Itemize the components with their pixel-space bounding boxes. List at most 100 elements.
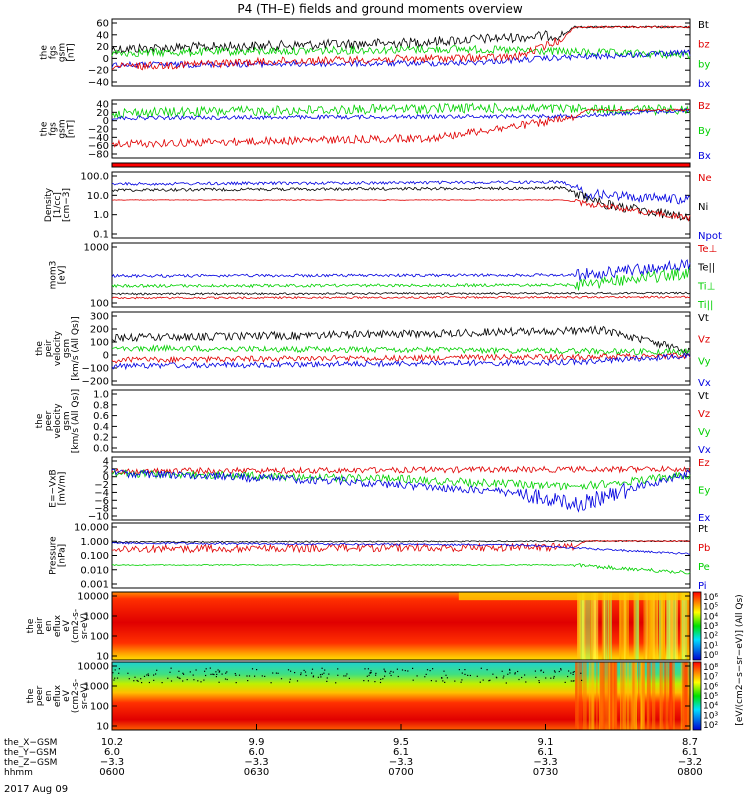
peer-spec-speckle	[272, 672, 274, 674]
peer-spec-speckle	[114, 677, 116, 679]
ytick-label: −2	[94, 480, 109, 491]
ytick-label: 100	[90, 338, 109, 349]
peir-spec-stripe	[607, 592, 609, 660]
peer-spec-speckle	[221, 673, 223, 675]
peer-spec-speckle	[210, 673, 212, 675]
mode-bar-frame	[111, 162, 691, 168]
ylabel-line: en	[44, 690, 54, 701]
ylabel-line: peir	[44, 339, 54, 357]
legend-te: Te⊥	[697, 244, 717, 255]
peer-spec-speckle	[479, 681, 481, 683]
peer-spec-speckle	[197, 680, 199, 682]
peer-spec-speckle	[345, 675, 347, 677]
peer-spec-speckle	[507, 673, 509, 675]
panel-mode-bar	[111, 162, 691, 168]
peir-spec-stripe	[610, 592, 612, 660]
legend-vx: Vx	[698, 378, 711, 389]
peer-spec-speckle	[153, 679, 155, 681]
trace-bz	[111, 25, 691, 71]
peer-spec-speckle	[183, 673, 185, 675]
ylabel-line: (cm2-s-	[71, 679, 81, 713]
peer-spec-speckle	[374, 681, 376, 683]
peir-spec-stripe	[585, 592, 591, 660]
ytick-label: 40	[96, 30, 109, 41]
legend-vy: Vy	[698, 427, 711, 438]
peer-spec-speckle	[348, 677, 350, 679]
ylabel-line: gsm	[62, 411, 72, 430]
peer-spec-speckle	[326, 680, 328, 682]
ytick-label: 100	[90, 632, 109, 643]
peer-spec-speckle	[215, 676, 217, 678]
peer-spec-speckle	[492, 673, 494, 675]
peer-spec-speckle	[407, 670, 409, 672]
peer-spec-speckle	[442, 680, 444, 682]
xtick-label: −3.2	[678, 757, 702, 768]
ylabel-line: (cm2-s-	[71, 609, 81, 643]
trace-bz2	[111, 108, 691, 149]
colorbar-tick: 10⁶	[703, 593, 718, 603]
peer-spec-speckle	[424, 676, 426, 678]
peer-spec-speckle	[215, 671, 217, 673]
peer-spec-speckle	[305, 674, 307, 677]
peer-spec-stripe	[610, 662, 615, 730]
trace-pb	[111, 540, 691, 554]
peer-spec-speckle	[572, 680, 574, 682]
peir-spec-stripe	[653, 592, 655, 660]
peer-spec-speckle	[312, 675, 315, 677]
peir-spec-stripe	[622, 592, 625, 660]
peer-spec-speckle	[277, 672, 279, 674]
peer-spec-stripe	[664, 662, 666, 730]
peer-spec-speckle	[346, 673, 348, 675]
peir-spec-stripe	[658, 592, 662, 660]
ytick-label: −4	[94, 488, 109, 499]
peer-spec-stripe	[651, 662, 656, 730]
ylabel-line: gsm	[58, 43, 68, 62]
ylabel-line: [nT]	[67, 120, 77, 138]
peer-spec-speckle	[205, 674, 207, 677]
ytick-label: 10.000	[74, 523, 109, 534]
peer-spec-speckle	[538, 680, 540, 682]
legend-pb: Pb	[698, 543, 710, 554]
peer-spec-stripe	[659, 662, 662, 730]
xtick-label: −3.3	[389, 757, 413, 768]
xtick-label: 0800	[677, 767, 702, 778]
ytick-label: −20	[88, 66, 109, 77]
peir-spec-stripe	[649, 592, 654, 660]
peer-spec-speckle	[148, 681, 150, 684]
peer-spec-speckle	[384, 671, 387, 673]
peer-spec-speckle	[443, 670, 445, 672]
fgs-dsl-ylabel: the fgs gsm [nT]	[40, 119, 77, 138]
peer-spec-speckle	[375, 674, 377, 676]
peir-spec-stripe	[666, 592, 671, 660]
peer-spec-speckle	[525, 681, 527, 683]
peer-spec-ylabel: the peer en eflux eV (cm2-s-sr-eV)	[26, 679, 90, 713]
peir-spec-band	[458, 592, 690, 601]
xtick-label: 6.0	[249, 747, 265, 758]
peer-spec-speckle	[446, 677, 448, 679]
peir-spec-stripe	[624, 592, 626, 660]
peer-spec-speckle	[412, 679, 414, 681]
peer-spec-speckle	[147, 674, 150, 677]
peer-spec-speckle	[113, 679, 115, 681]
trace-pe	[111, 562, 691, 575]
xaxis-row-label: hhmm	[4, 768, 33, 778]
peer-spec-speckle	[553, 677, 555, 679]
peer-spec-speckle	[435, 680, 437, 682]
ylabel-line: the	[26, 618, 36, 633]
trace-ti-perp	[111, 258, 691, 281]
legend-ne: Ne	[698, 173, 712, 184]
peer-spec-speckle	[112, 672, 114, 674]
peer-spec-speckle	[176, 676, 179, 678]
colorbar-tick: 10³	[703, 622, 718, 632]
peer-spec-speckle	[226, 678, 228, 681]
peer-spec-speckle	[280, 678, 283, 680]
peer-spec-speckle	[116, 677, 119, 679]
pressure-ylabel: Pressure [nPa]	[49, 536, 68, 575]
ytick-label: 20	[96, 108, 109, 119]
peer-spec-speckle	[426, 669, 429, 671]
peer-spec-speckle	[535, 676, 537, 678]
peer-spec-speckle	[384, 675, 386, 677]
peer-spec-speckle	[534, 670, 536, 672]
